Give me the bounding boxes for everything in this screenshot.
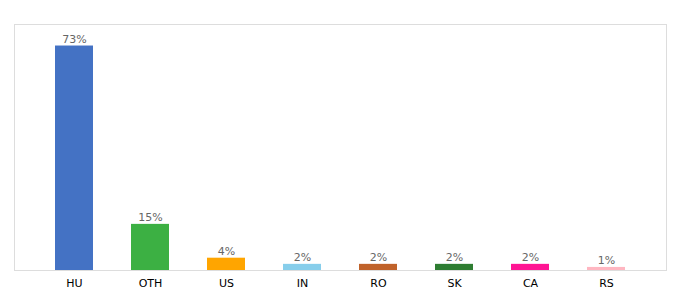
svg-text:2%: 2%: [446, 251, 463, 264]
svg-text:1%: 1%: [598, 254, 615, 267]
svg-text:RS: RS: [599, 277, 614, 290]
svg-text:2%: 2%: [370, 251, 387, 264]
svg-text:15%: 15%: [138, 211, 162, 224]
svg-text:2%: 2%: [294, 251, 311, 264]
svg-text:IN: IN: [297, 277, 308, 290]
svg-text:RO: RO: [370, 277, 387, 290]
svg-text:OTH: OTH: [139, 277, 163, 290]
svg-text:CA: CA: [523, 277, 539, 290]
svg-text:73%: 73%: [62, 33, 86, 46]
svg-text:HU: HU: [66, 277, 82, 290]
svg-text:US: US: [219, 277, 234, 290]
svg-text:SK: SK: [447, 277, 462, 290]
svg-text:2%: 2%: [522, 251, 539, 264]
svg-text:4%: 4%: [218, 245, 235, 258]
